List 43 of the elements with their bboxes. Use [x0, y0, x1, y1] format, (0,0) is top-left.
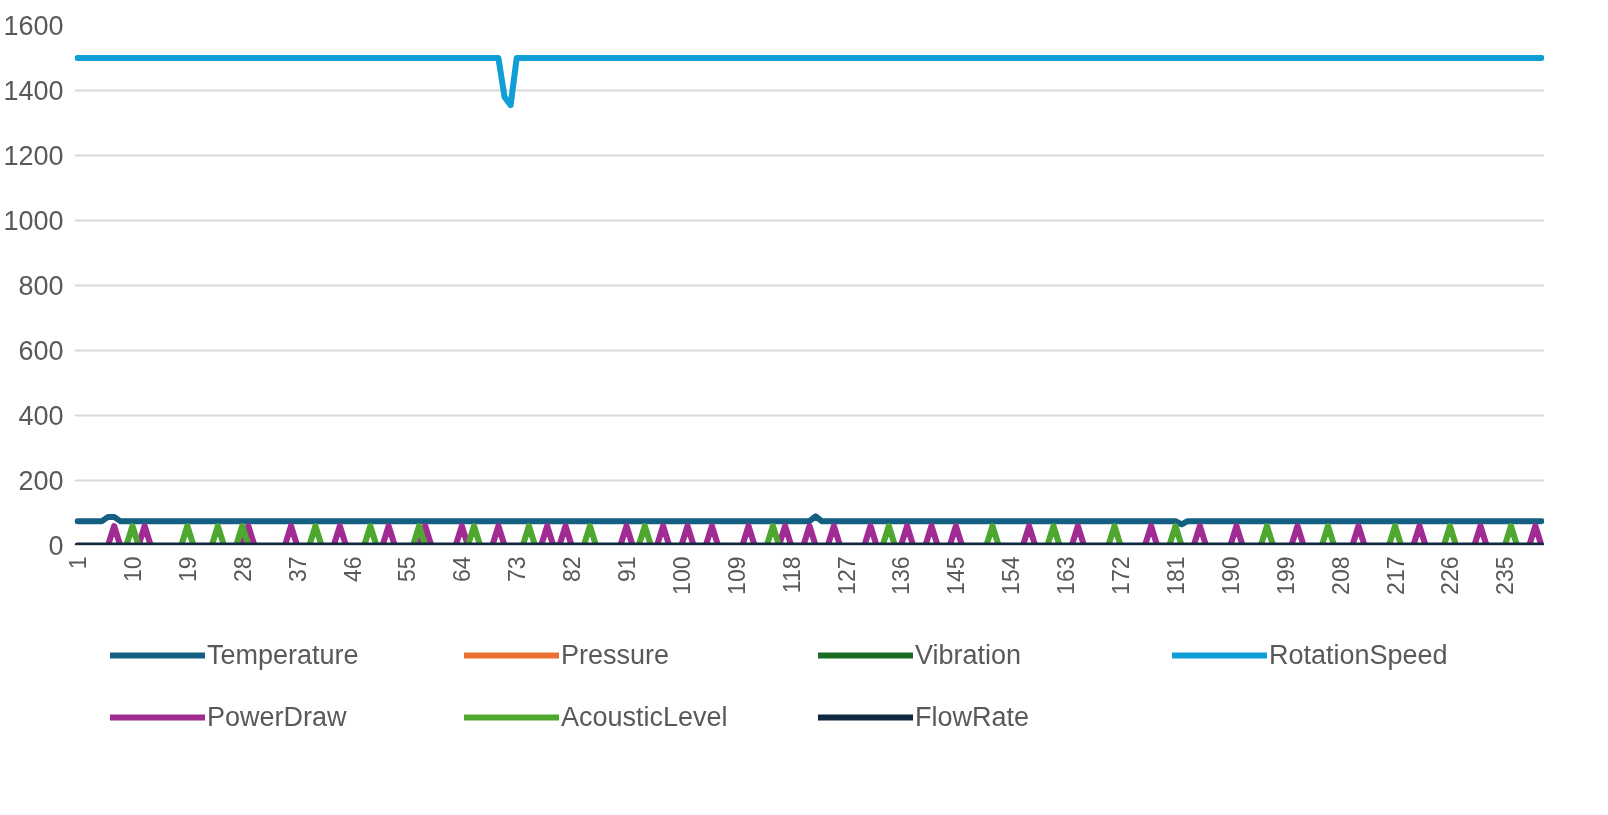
y-tick-label: 1200 [3, 141, 64, 171]
legend-label: Pressure [561, 638, 671, 672]
x-tick-label: 109 [723, 556, 750, 595]
y-tick-label: 400 [18, 401, 64, 431]
x-tick-label: 91 [614, 556, 641, 583]
x-tick-label: 55 [394, 556, 421, 583]
x-tick-label: 100 [668, 556, 695, 595]
legend-label: RotationSpeed [1269, 638, 1449, 672]
x-tick-label: 235 [1492, 556, 1519, 595]
x-tick-label: 190 [1217, 556, 1244, 595]
y-tick-label: 1600 [3, 11, 64, 41]
y-tick-label: 1400 [3, 76, 64, 106]
x-tick-label: 28 [229, 556, 256, 583]
x-tick-label: 199 [1272, 556, 1299, 595]
x-tick-label: 118 [778, 556, 805, 594]
x-tick-label: 1 [65, 556, 92, 570]
x-tick-label: 208 [1327, 556, 1354, 595]
y-tick-label: 1000 [3, 206, 64, 236]
x-tick-label: 217 [1382, 556, 1409, 595]
x-tick-label: 64 [449, 556, 476, 583]
x-tick-label: 226 [1437, 556, 1464, 595]
legend-label: PowerDraw [207, 700, 348, 734]
x-tick-label: 163 [1053, 556, 1080, 595]
x-tick-label: 145 [943, 556, 970, 595]
legend-label: Vibration [915, 638, 1023, 672]
legend-label: FlowRate [915, 700, 1031, 734]
y-tick-label: 200 [18, 466, 64, 496]
x-tick-label: 73 [504, 556, 531, 583]
x-tick-label: 19 [174, 556, 201, 583]
x-tick-label: 10 [119, 556, 146, 583]
x-tick-label: 172 [1108, 556, 1135, 595]
y-tick-label: 0 [48, 531, 64, 561]
x-tick-label: 136 [888, 556, 915, 595]
y-tick-label: 800 [18, 271, 64, 301]
x-tick-label: 127 [833, 556, 860, 595]
legend-label: AcousticLevel [561, 700, 729, 734]
x-tick-label: 154 [998, 556, 1025, 595]
y-tick-label: 600 [18, 336, 64, 366]
x-tick-label: 82 [559, 556, 586, 583]
x-tick-label: 37 [284, 556, 311, 583]
x-tick-label: 46 [339, 556, 366, 583]
x-tick-label: 181 [1162, 556, 1189, 595]
legend-label: Temperature [207, 638, 360, 672]
